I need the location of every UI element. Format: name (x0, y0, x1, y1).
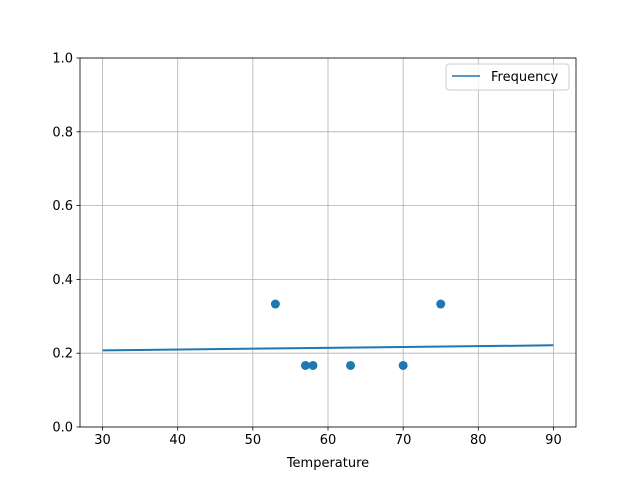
scatter-point (270, 299, 280, 309)
x-tick-label: 90 (545, 433, 562, 448)
y-tick-label: 0.2 (52, 347, 73, 362)
scatter-point (308, 360, 318, 370)
x-tick-label: 50 (245, 433, 262, 448)
legend: Frequency (445, 63, 570, 91)
x-tick-label: 80 (470, 433, 487, 448)
scatter-point (346, 360, 356, 370)
marks (102, 299, 554, 370)
x-axis-label: Temperature (286, 456, 369, 471)
y-tick-label: 0.0 (52, 421, 73, 436)
x-tick-label: 40 (169, 433, 186, 448)
x-tick-label: 70 (395, 433, 412, 448)
y-tick-label: 1.0 (52, 52, 73, 67)
x-tick-label: 30 (94, 433, 111, 448)
legend-label: Frequency (491, 70, 558, 85)
scatter-point (300, 360, 310, 370)
scatter-point (398, 360, 408, 370)
y-tick-label: 0.8 (52, 125, 73, 140)
y-tick-label: 0.4 (52, 273, 73, 288)
grid (80, 57, 576, 428)
scatter-point (436, 299, 446, 309)
x-tick-label: 60 (320, 433, 337, 448)
ticks: 30 40 50 60 70 80 90 0.0 0.2 0.4 0.6 0.8 1.0 (52, 52, 561, 449)
y-tick-label: 0.6 (52, 199, 73, 214)
frequency-line (102, 344, 554, 352)
